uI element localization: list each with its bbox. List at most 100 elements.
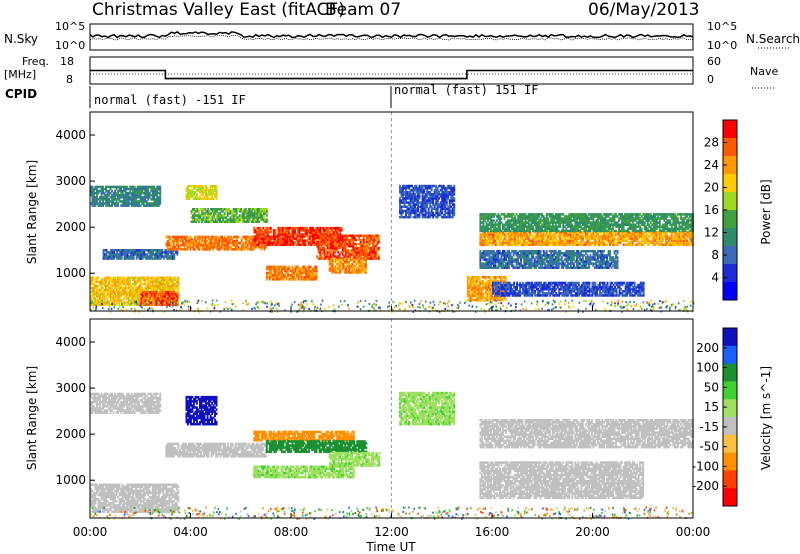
power-cell-8 (265, 276, 268, 279)
power-cell-2 (111, 299, 113, 302)
power-cell-7 (322, 231, 325, 234)
power-cell-2 (171, 278, 174, 281)
power-cell-11 (453, 184, 456, 188)
power-cell-11 (439, 188, 442, 192)
power-cell-5 (196, 193, 198, 196)
power-cell-7 (322, 226, 325, 230)
power-cell-13 (616, 241, 619, 244)
power-cell-9 (376, 249, 379, 252)
power-cell-6 (204, 214, 206, 217)
power-cell-12 (468, 276, 471, 279)
power-cell-7 (257, 241, 260, 244)
power-cell-1 (156, 257, 159, 260)
power-cell-7 (265, 226, 268, 230)
power-cell-6 (243, 212, 246, 215)
power-cell-9 (334, 249, 337, 252)
power-cell-13 (690, 241, 693, 244)
power-cell-4 (192, 246, 195, 249)
power-cell-6 (202, 218, 205, 221)
power-cell-7 (291, 233, 293, 236)
power-cell-12 (485, 276, 487, 279)
power-cell-1 (168, 257, 171, 260)
power-cell-5 (190, 185, 192, 188)
power-cell-11 (436, 191, 439, 194)
power-cell-9 (322, 251, 325, 254)
power-cell-0 (148, 196, 151, 199)
power-cell-2 (136, 295, 139, 298)
power-cell-4 (245, 235, 248, 239)
power-cell-8 (270, 265, 273, 269)
power-cell-12 (478, 276, 481, 279)
power-cell-9 (371, 240, 374, 244)
power-cell-0 (153, 198, 156, 201)
power-cell-2 (117, 284, 119, 288)
power-cell-13 (559, 239, 562, 242)
power-cell-12 (480, 296, 483, 300)
power-cell-5 (215, 187, 218, 190)
power-cell-9 (359, 247, 362, 250)
power-cell-2 (126, 280, 129, 284)
power-cell-3 (174, 301, 177, 304)
power-cell-8 (277, 267, 280, 271)
power-cell-6 (249, 218, 252, 221)
power-cell-11 (451, 215, 454, 219)
power-cell-0 (103, 187, 106, 191)
power-cell-7 (272, 237, 275, 240)
power-cell-4 (227, 246, 230, 249)
power-cell-1 (153, 257, 156, 260)
power-cell-6 (238, 218, 241, 221)
power-cell-13 (565, 231, 568, 234)
power-cell-9 (349, 240, 352, 244)
power-cell-7 (313, 243, 316, 246)
power-cell-11 (421, 215, 424, 219)
power-cell-9 (358, 255, 361, 258)
power-cell-13 (547, 239, 550, 242)
power-cell-10 (361, 258, 364, 262)
power-cell-7 (291, 229, 293, 232)
power-cell-13 (601, 239, 604, 242)
power-cell-1 (119, 253, 121, 256)
power-cell-13 (660, 237, 663, 240)
power-cell-6 (234, 218, 237, 221)
power-cell-0 (139, 187, 142, 191)
power-cell-11 (448, 201, 451, 204)
power-cell-10 (330, 269, 333, 272)
power-cell-5 (205, 187, 207, 190)
power-cell-13 (598, 235, 601, 238)
power-cell-13 (485, 235, 488, 238)
power-cell-2 (130, 291, 133, 294)
power-cell-13 (496, 231, 498, 234)
power-cell-0 (132, 185, 135, 189)
power-cell-7 (265, 243, 268, 246)
power-cell-10 (357, 258, 360, 262)
power-cell-7 (277, 231, 280, 234)
power-cell-2 (151, 288, 154, 292)
power-cell-6 (220, 216, 223, 219)
power-cell-7 (331, 229, 334, 232)
power-cell-8 (280, 269, 283, 273)
power-cell-13 (639, 233, 642, 236)
power-cell-0 (99, 200, 101, 203)
power-cell-13 (652, 231, 655, 234)
power-cell-12 (480, 292, 483, 296)
power-cell-9 (353, 255, 356, 258)
power-cell-2 (172, 276, 175, 279)
power-cell-11 (445, 195, 448, 198)
power-cell-11 (400, 207, 403, 211)
power-cell-6 (217, 212, 220, 215)
power-cell-13 (535, 241, 538, 244)
power-cell-2 (120, 282, 123, 286)
power-cell-1 (152, 253, 155, 256)
power-cell-13 (538, 239, 541, 242)
power-cell-13 (682, 241, 685, 244)
power-cell-2 (126, 295, 129, 298)
power-cell-0 (94, 202, 97, 205)
power-cell-0 (115, 187, 118, 191)
power-cell-7 (328, 231, 331, 234)
power-cell-13 (482, 239, 485, 242)
power-cell-0 (93, 189, 95, 193)
power-cell-7 (316, 226, 319, 230)
power-cell-9 (376, 236, 379, 240)
power-cell-6 (247, 214, 250, 217)
power-cell-13 (553, 233, 556, 236)
